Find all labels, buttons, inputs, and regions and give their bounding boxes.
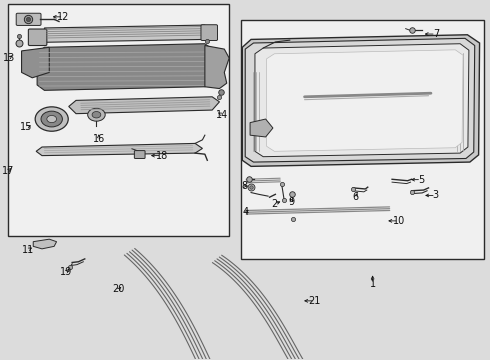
Polygon shape	[255, 44, 469, 157]
Text: 3: 3	[433, 190, 439, 201]
Text: 10: 10	[393, 216, 405, 226]
Bar	[8, 4, 229, 235]
Text: 17: 17	[2, 166, 14, 176]
Text: 16: 16	[93, 134, 105, 144]
Text: 7: 7	[433, 29, 439, 39]
Text: 5: 5	[418, 175, 424, 185]
Circle shape	[92, 112, 101, 118]
Text: 6: 6	[352, 192, 359, 202]
Circle shape	[35, 107, 68, 131]
Text: 1: 1	[369, 279, 376, 289]
Text: 18: 18	[155, 150, 168, 161]
Text: 14: 14	[216, 110, 228, 120]
Polygon shape	[243, 35, 480, 166]
Text: 21: 21	[309, 296, 321, 306]
Polygon shape	[36, 143, 202, 156]
Circle shape	[88, 108, 105, 121]
Text: 19: 19	[60, 267, 73, 277]
Text: 15: 15	[20, 122, 33, 132]
Polygon shape	[267, 50, 463, 151]
Polygon shape	[69, 97, 220, 114]
Polygon shape	[205, 45, 229, 89]
Text: 2: 2	[271, 199, 277, 209]
Polygon shape	[245, 39, 475, 162]
Text: 13: 13	[3, 53, 15, 63]
FancyBboxPatch shape	[28, 29, 47, 45]
Polygon shape	[45, 25, 205, 42]
Text: 12: 12	[57, 12, 70, 22]
FancyBboxPatch shape	[134, 150, 145, 158]
Text: 8: 8	[241, 181, 247, 191]
Circle shape	[47, 116, 56, 123]
Polygon shape	[33, 239, 56, 249]
Polygon shape	[22, 47, 49, 78]
Circle shape	[41, 111, 62, 127]
Text: 4: 4	[243, 207, 249, 217]
Polygon shape	[37, 44, 212, 90]
Text: 9: 9	[289, 197, 295, 207]
Text: 20: 20	[113, 284, 125, 294]
FancyBboxPatch shape	[201, 25, 218, 41]
FancyBboxPatch shape	[16, 13, 41, 26]
Bar	[242, 21, 485, 259]
Polygon shape	[250, 119, 273, 137]
Text: 11: 11	[22, 244, 34, 255]
